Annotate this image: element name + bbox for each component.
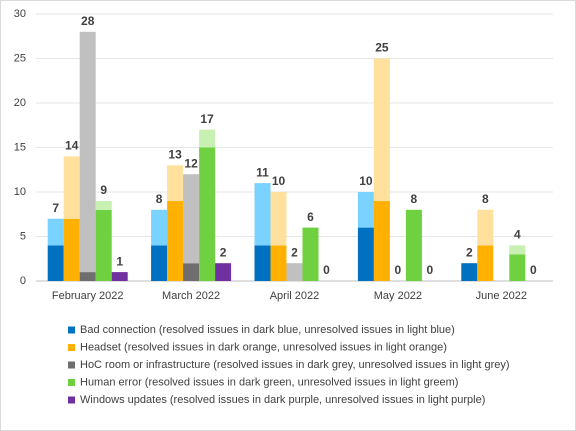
bar-unresolved [254,183,271,246]
legend-marker [68,344,75,351]
data-label: 7 [52,201,59,215]
bar-unresolved [95,200,112,210]
bar-resolved [477,245,494,281]
data-label: 13 [168,147,182,161]
data-label: 14 [65,139,79,153]
bar-resolved [373,200,390,281]
x-tick-label: May 2022 [374,290,422,302]
legend-label: Windows updates (resolved issues in dark… [80,394,485,406]
bar-resolved [509,254,526,281]
y-tick-label: 0 [20,275,26,287]
data-label: 0 [530,263,537,277]
bar-resolved [405,209,422,281]
bar-unresolved [167,165,184,201]
legend-marker [68,326,75,334]
bar-unresolved [47,218,64,246]
data-label: 10 [359,174,373,188]
bar-resolved [270,245,287,281]
data-label: 8 [482,192,489,206]
data-label: 2 [466,245,473,259]
y-tick-label: 25 [14,52,26,64]
bar-resolved [63,218,80,281]
x-tick-label: April 2022 [270,290,320,302]
bar-unresolved [357,192,374,228]
bar-unresolved [477,209,494,246]
data-label: 0 [395,263,402,277]
data-label: 25 [375,41,389,55]
bar-resolved [215,263,232,281]
data-label: 10 [272,174,286,188]
bar-resolved [95,209,112,281]
data-label: 4 [514,228,521,242]
bar-resolved [111,272,128,281]
x-tick-label: June 2022 [476,290,527,302]
x-tick-label: March 2022 [162,290,220,302]
legend-label: Headset (resolved issues in dark orange,… [80,341,447,353]
bar-resolved [47,245,64,281]
bar-resolved [167,200,184,281]
legend-marker [68,379,75,386]
y-tick-label: 15 [14,141,26,153]
data-label: 28 [81,14,95,28]
bar-unresolved [509,245,526,255]
data-label: 9 [100,183,107,197]
bar-resolved [357,227,374,281]
data-label: 6 [307,210,314,224]
y-tick-label: 10 [14,186,26,198]
data-label: 2 [220,245,227,259]
bar-unresolved [199,129,216,148]
data-label: 17 [200,112,214,126]
data-label: 11 [256,165,269,179]
bar-resolved [254,245,271,281]
x-tick-label: February 2022 [52,290,124,302]
bar-unresolved [151,209,168,246]
legend-label: Human error (resolved issues in dark gre… [80,376,458,388]
bar-unresolved [286,263,303,281]
bar-resolved [183,263,200,281]
data-label: 12 [184,156,198,170]
bar-resolved [79,272,96,281]
bar-unresolved [79,31,96,273]
data-label: 8 [411,192,418,206]
y-tick-label: 30 [14,8,26,20]
data-label: 1 [116,254,123,268]
bar-resolved [199,147,216,281]
legend-marker [68,396,75,404]
y-tick-label: 20 [14,97,26,109]
bar-unresolved [183,174,200,264]
y-tick-label: 5 [20,230,26,242]
bar-unresolved [63,156,80,219]
bar-unresolved [373,58,390,201]
bar-resolved [151,245,168,281]
data-label: 0 [427,263,434,277]
legend-label: Bad connection (resolved issues in dark … [80,324,455,336]
data-label: 8 [156,192,163,206]
legend-label: HoC room or infrastructure (resolved iss… [80,359,510,371]
data-label: 2 [291,245,298,259]
bar-resolved [461,263,478,281]
data-label: 0 [323,263,330,277]
bar-resolved [302,227,319,281]
bar-unresolved [270,192,287,246]
legend-marker [68,361,75,369]
